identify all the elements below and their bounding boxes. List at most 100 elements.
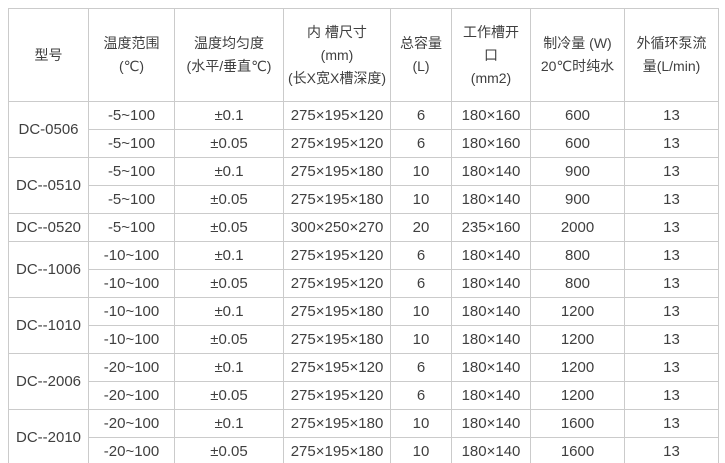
table-row: DC--0520 -5~100 ±0.05 300×250×270 20 235×160 2… [8, 213, 719, 242]
cooling-cell: 1200 [530, 297, 625, 326]
cooling-cell: 600 [530, 101, 625, 130]
tank-size-cell: 275×195×120 [283, 101, 391, 130]
temp-range-cell: -5~100 [88, 101, 175, 130]
table-row: DC--2010 -20~100 ±0.1 275×195×180 10 180×140 1… [8, 409, 719, 463]
tank-size-cell: 275×195×120 [283, 129, 391, 158]
pump-flow-cell: 13 [624, 129, 719, 158]
opening-cell: 180×140 [451, 409, 531, 438]
opening-cell: 180×140 [451, 325, 531, 354]
tank-size-cell: 275×195×120 [283, 353, 391, 382]
model-cell: DC--1010 [8, 297, 89, 354]
pump-flow-cell: 13 [624, 241, 719, 270]
uniformity-cell: ±0.1 [174, 353, 284, 382]
pump-flow-cell: 13 [624, 353, 719, 382]
cooling-cell: 800 [530, 241, 625, 270]
header-uniformity: 温度均匀度 (水平/垂直℃) [174, 8, 284, 102]
table-row: DC--2006 -20~100 ±0.1 275×195×120 6 180×140 12… [8, 353, 719, 410]
cooling-cell: 2000 [530, 213, 625, 242]
temp-range-cell: -5~100 [88, 185, 175, 214]
header-model: 型号 [8, 8, 89, 102]
opening-cell: 180×140 [451, 437, 531, 463]
cooling-cell: 900 [530, 157, 625, 186]
cooling-cell: 1200 [530, 381, 625, 410]
cooling-cell: 1200 [530, 325, 625, 354]
opening-cell: 180×140 [451, 269, 531, 298]
table-body: DC-0506 -5~100 ±0.1 275×195×120 6 180×160 600 1… [8, 101, 719, 463]
opening-cell: 180×140 [451, 353, 531, 382]
capacity-cell: 6 [390, 101, 452, 130]
capacity-cell: 6 [390, 269, 452, 298]
capacity-cell: 20 [390, 213, 452, 242]
temp-range-cell: -5~100 [88, 213, 175, 242]
tank-size-cell: 275×195×180 [283, 297, 391, 326]
model-cell: DC--2010 [8, 409, 89, 463]
cooling-cell: 800 [530, 269, 625, 298]
temp-range-cell: -20~100 [88, 353, 175, 382]
uniformity-cell: ±0.05 [174, 185, 284, 214]
model-cell: DC--0520 [8, 213, 89, 242]
capacity-cell: 6 [390, 241, 452, 270]
uniformity-cell: ±0.1 [174, 157, 284, 186]
cooling-cell: 1600 [530, 437, 625, 463]
tank-size-cell: 275×195×180 [283, 409, 391, 438]
table-row: -20~100 ±0.05 275×195×180 10 180×140 1600 13 [9, 437, 719, 463]
cooling-cell: 1600 [530, 409, 625, 438]
pump-flow-cell: 13 [624, 381, 719, 410]
pump-flow-cell: 13 [624, 269, 719, 298]
header-capacity: 总容量 (L) [390, 8, 452, 102]
opening-cell: 180×140 [451, 297, 531, 326]
pump-flow-cell: 13 [624, 325, 719, 354]
tank-size-cell: 275×195×180 [283, 185, 391, 214]
pump-flow-cell: 13 [624, 157, 719, 186]
model-cell: DC--0510 [8, 157, 89, 214]
tank-size-cell: 275×195×120 [283, 241, 391, 270]
temp-range-cell: -10~100 [88, 325, 175, 354]
pump-flow-cell: 13 [624, 409, 719, 438]
opening-cell: 235×160 [451, 213, 531, 242]
temp-range-cell: -20~100 [88, 409, 175, 438]
cooling-cell: 600 [530, 129, 625, 158]
opening-cell: 180×140 [451, 381, 531, 410]
tank-size-cell: 300×250×270 [283, 213, 391, 242]
temp-range-cell: -5~100 [88, 129, 175, 158]
pump-flow-cell: 13 [624, 101, 719, 130]
capacity-cell: 10 [390, 157, 452, 186]
capacity-cell: 6 [390, 381, 452, 410]
uniformity-cell: ±0.1 [174, 241, 284, 270]
pump-flow-cell: 13 [624, 437, 719, 463]
header-pump-flow: 外循环泵流 量(L/min) [624, 8, 719, 102]
opening-cell: 180×140 [451, 157, 531, 186]
uniformity-cell: ±0.05 [174, 437, 284, 463]
cooling-cell: 1200 [530, 353, 625, 382]
uniformity-cell: ±0.05 [174, 129, 284, 158]
table-row: -10~100 ±0.05 275×195×180 10 180×140 1200 13 [9, 325, 719, 354]
header-tank-size: 内 槽尺寸 (mm) (长X宽X槽深度) [283, 8, 391, 102]
model-cell: DC--1006 [8, 241, 89, 298]
table-row: DC--1006 -10~100 ±0.1 275×195×120 6 180×140 80… [8, 241, 719, 298]
temp-range-cell: -10~100 [88, 269, 175, 298]
opening-cell: 180×140 [451, 185, 531, 214]
capacity-cell: 10 [390, 297, 452, 326]
uniformity-cell: ±0.05 [174, 381, 284, 410]
header-opening: 工作槽开 口 (mm2) [451, 8, 531, 102]
opening-cell: 180×160 [451, 101, 531, 130]
temp-range-cell: -5~100 [88, 157, 175, 186]
opening-cell: 180×160 [451, 129, 531, 158]
uniformity-cell: ±0.05 [174, 269, 284, 298]
tank-size-cell: 275×195×180 [283, 437, 391, 463]
temp-range-cell: -10~100 [88, 241, 175, 270]
temp-range-cell: -20~100 [88, 437, 175, 463]
pump-flow-cell: 13 [624, 297, 719, 326]
tank-size-cell: 275×195×180 [283, 325, 391, 354]
capacity-cell: 10 [390, 185, 452, 214]
table-row: DC--0510 -5~100 ±0.1 275×195×180 10 180×140 90… [8, 157, 719, 214]
uniformity-cell: ±0.1 [174, 101, 284, 130]
uniformity-cell: ±0.1 [174, 409, 284, 438]
header-row: 型号 温度范围 (℃) 温度均匀度 (水平/垂直℃) 内 槽尺寸 (mm) (长X宽X… [8, 8, 719, 102]
pump-flow-cell: 13 [624, 213, 719, 242]
model-cell: DC-0506 [8, 101, 89, 158]
table-row: -20~100 ±0.05 275×195×120 6 180×140 1200 13 [9, 381, 719, 410]
model-cell: DC--2006 [8, 353, 89, 410]
uniformity-cell: ±0.05 [174, 325, 284, 354]
table-row: DC--1010 -10~100 ±0.1 275×195×180 10 180×140 1… [8, 297, 719, 354]
